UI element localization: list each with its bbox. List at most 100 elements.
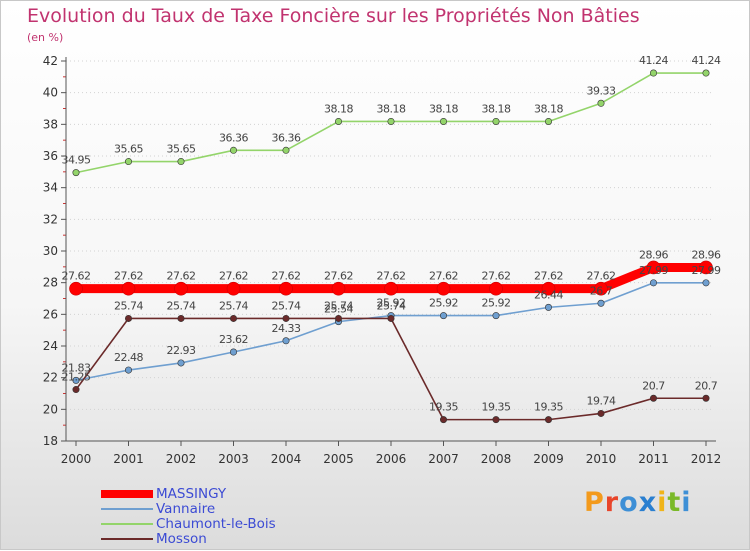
data-label: 19.35 (482, 401, 511, 414)
data-point (597, 409, 605, 417)
logo-letter: t (667, 487, 682, 518)
data-label: 19.35 (429, 401, 458, 414)
data-point (230, 146, 238, 154)
x-tick-label: 2012 (691, 452, 722, 466)
data-label: 35.65 (167, 143, 196, 156)
data-label: 21.25 (62, 371, 91, 384)
data-label: 20.7 (695, 379, 718, 392)
legend-label: Mosson (156, 531, 207, 547)
data-point (702, 279, 710, 287)
data-point (702, 394, 710, 402)
data-label: 41.24 (639, 54, 668, 67)
data-point (649, 69, 657, 77)
y-tick-label: 38 (43, 117, 58, 131)
data-label: 41.24 (692, 54, 721, 67)
data-label: 27.62 (219, 270, 248, 283)
data-label: 27.62 (429, 270, 458, 283)
data-label: 27.62 (482, 270, 511, 283)
x-tick-label: 2000 (61, 452, 92, 466)
data-point (282, 314, 290, 322)
data-label: 38.18 (482, 102, 511, 115)
data-label: 21.83 (62, 361, 91, 374)
data-label: 25.74 (167, 299, 196, 312)
data-point (177, 359, 185, 367)
data-label: 35.65 (114, 143, 143, 156)
data-label: 28.96 (639, 248, 668, 261)
logo-letter: i (657, 487, 668, 518)
x-tick-label: 2002 (166, 452, 197, 466)
y-tick-label: 36 (43, 149, 58, 163)
data-label: 25.74 (272, 299, 301, 312)
data-point (125, 314, 133, 322)
data-point (177, 314, 185, 322)
data-label: 25.74 (324, 299, 353, 312)
logo-letter: r (604, 487, 620, 518)
data-point (72, 386, 80, 394)
y-tick-label: 30 (43, 244, 58, 258)
data-point (544, 303, 552, 311)
x-tick-label: 2010 (586, 452, 617, 466)
data-point (699, 260, 713, 275)
data-point (334, 314, 342, 322)
data-label: 22.48 (114, 351, 143, 364)
x-tick-label: 2008 (481, 452, 512, 466)
data-label: 24.33 (272, 322, 301, 335)
data-point (597, 299, 605, 307)
y-tick-label: 32 (43, 212, 58, 226)
data-label: 27.62 (114, 270, 143, 283)
chart-title: Evolution du Taux de Taxe Foncière sur l… (27, 5, 640, 27)
data-label: 25.92 (377, 297, 406, 310)
data-point (72, 376, 80, 384)
y-tick-label: 20 (43, 402, 58, 416)
legend-label: Chaumont-le-Bois (156, 516, 276, 532)
data-point (541, 281, 556, 296)
y-tick-label: 28 (43, 276, 58, 290)
data-point (492, 312, 500, 320)
data-label: 27.62 (272, 270, 301, 283)
data-label: 27.62 (377, 270, 406, 283)
data-label: 26.7 (590, 284, 613, 297)
legend-swatch (101, 508, 153, 510)
x-tick-label: 2011 (638, 452, 669, 466)
logo-letter: P (584, 487, 605, 518)
data-point (72, 169, 80, 177)
data-label: 20.7 (642, 379, 665, 392)
data-label: 38.18 (324, 102, 353, 115)
data-point (334, 117, 342, 125)
y-tick-label: 40 (43, 86, 58, 100)
data-point (384, 281, 398, 296)
data-label: 27.62 (324, 270, 353, 283)
data-point (387, 117, 395, 125)
legend-swatch (101, 538, 153, 540)
data-label: 28.96 (692, 248, 721, 261)
data-label: 25.74 (377, 299, 406, 312)
data-point (387, 314, 395, 322)
data-point (125, 366, 133, 374)
data-point (436, 281, 451, 296)
logo-letter: i (681, 487, 692, 518)
data-label: 27.99 (639, 264, 668, 277)
data-point (121, 281, 136, 296)
logo-letter: o (619, 487, 639, 518)
data-label: 39.33 (587, 84, 616, 97)
x-tick-label: 2007 (428, 452, 459, 466)
logo-letter: x (638, 487, 658, 518)
data-point (230, 348, 238, 356)
data-point (439, 117, 447, 125)
data-label: 36.36 (219, 131, 248, 144)
data-label: 26.44 (534, 288, 563, 301)
data-point (702, 69, 710, 77)
data-label: 25.74 (219, 299, 248, 312)
y-tick-label: 22 (43, 371, 58, 385)
data-point (331, 281, 346, 296)
data-label: 38.18 (429, 102, 458, 115)
data-point (594, 281, 608, 296)
x-tick-label: 2009 (533, 452, 564, 466)
data-label: 25.92 (482, 297, 511, 310)
data-point (439, 416, 447, 424)
data-label: 27.62 (587, 270, 616, 283)
data-label: 19.35 (534, 401, 563, 414)
data-label: 36.36 (272, 131, 301, 144)
data-point (492, 117, 500, 125)
